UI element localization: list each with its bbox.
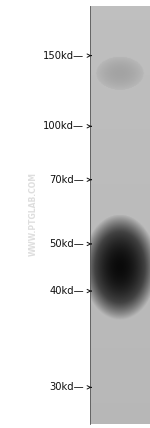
Text: 100kd—: 100kd— [43,121,84,131]
Text: WWW.PTGLAB.COM: WWW.PTGLAB.COM [28,172,38,256]
Text: 150kd—: 150kd— [43,51,84,61]
Text: 40kd—: 40kd— [49,286,84,296]
Text: 70kd—: 70kd— [49,175,84,185]
Text: 50kd—: 50kd— [49,239,84,249]
Text: 30kd—: 30kd— [49,382,84,392]
